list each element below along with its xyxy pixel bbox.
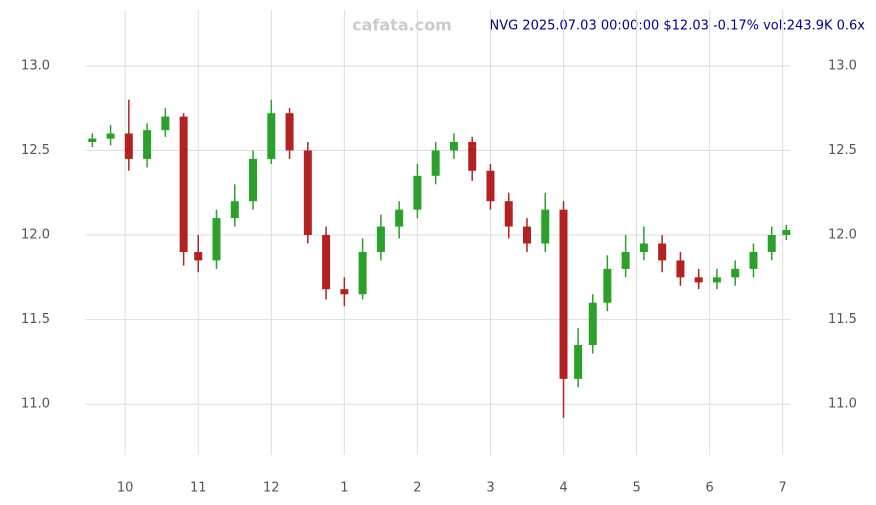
candle-body	[395, 209, 404, 227]
y-tick-label: 11.5	[21, 312, 50, 327]
y-tick-label: 13.0	[21, 58, 50, 73]
candle-body	[541, 209, 550, 244]
candle-body	[658, 243, 667, 261]
candle-body	[449, 141, 458, 151]
candle-body	[431, 150, 440, 176]
y-tick-label: 12.5	[21, 143, 50, 158]
x-tick-label: 7	[779, 481, 787, 496]
candle-body	[639, 243, 648, 252]
candle-body	[522, 226, 531, 244]
candle-body	[143, 130, 152, 159]
y-tick-label-right: 11.5	[828, 312, 857, 327]
candle-body	[303, 150, 312, 236]
candle-body	[588, 302, 597, 346]
x-tick-label: 12	[263, 481, 280, 496]
candle-body	[413, 175, 422, 210]
candle-body	[161, 116, 170, 131]
candle-body	[782, 229, 791, 236]
x-tick-label: 6	[705, 481, 713, 496]
candle-body	[621, 251, 630, 269]
candle-body	[179, 116, 188, 252]
candle-body	[767, 235, 776, 252]
x-tick-label: 5	[632, 481, 640, 496]
chart-title: NVG 2025.07.03 00:00:00 $12.03 -0.17% vo…	[489, 19, 865, 34]
candle-body	[106, 133, 115, 139]
x-tick-label: 10	[117, 481, 134, 496]
candle-body	[358, 251, 367, 295]
candle-body	[468, 141, 477, 171]
candle-body	[574, 345, 583, 379]
y-tick-label: 11.0	[21, 397, 50, 412]
candle-body	[212, 218, 221, 261]
candle-body	[504, 201, 513, 227]
candle-body	[285, 113, 294, 151]
watermark: cafata.com	[352, 16, 452, 35]
y-tick-label-right: 13.0	[828, 58, 857, 73]
candle-body	[559, 209, 568, 379]
candle-body	[749, 251, 758, 269]
candle-body	[694, 277, 703, 283]
y-tick-label-right: 12.5	[828, 143, 857, 158]
candle-body	[676, 260, 685, 278]
candle-body	[249, 158, 258, 202]
candle-body	[124, 133, 133, 159]
x-tick-label: 3	[486, 481, 494, 496]
y-tick-label: 12.0	[21, 228, 50, 243]
x-tick-label: 11	[190, 481, 207, 496]
candle-body	[486, 170, 495, 202]
y-tick-label-right: 12.0	[828, 228, 857, 243]
candle-body	[230, 201, 239, 219]
candle-body	[340, 289, 349, 295]
candle-body	[731, 268, 740, 278]
candle-body	[603, 268, 612, 303]
x-tick-label: 1	[340, 481, 348, 496]
x-tick-label: 2	[413, 481, 421, 496]
candle-body	[712, 277, 721, 283]
candle-body	[322, 235, 331, 290]
y-tick-label-right: 11.0	[828, 397, 857, 412]
candle-body	[376, 226, 385, 252]
candle-body	[267, 113, 276, 159]
candle-body	[194, 251, 203, 261]
x-tick-label: 4	[559, 481, 567, 496]
candle-body	[88, 138, 97, 142]
